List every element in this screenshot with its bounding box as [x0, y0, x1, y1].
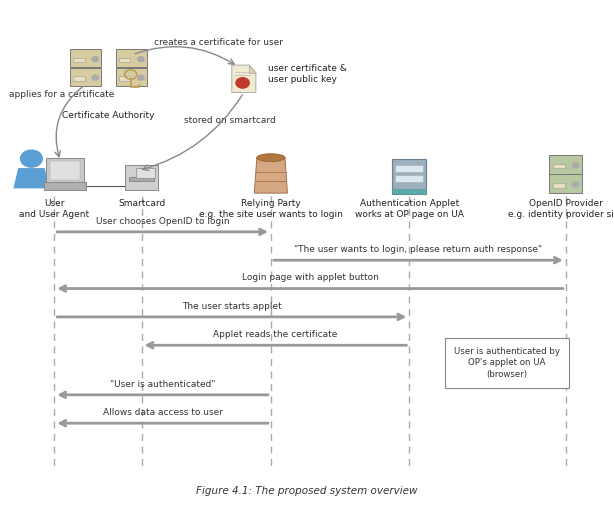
FancyBboxPatch shape: [73, 76, 85, 81]
FancyBboxPatch shape: [115, 49, 147, 68]
Text: applies for a certificate: applies for a certificate: [9, 90, 115, 100]
Text: Applet reads the certificate: Applet reads the certificate: [213, 330, 338, 339]
Circle shape: [21, 150, 42, 167]
Circle shape: [236, 78, 249, 88]
Text: stored on smartcard: stored on smartcard: [184, 116, 276, 125]
Circle shape: [572, 163, 579, 168]
FancyBboxPatch shape: [115, 68, 147, 86]
Circle shape: [572, 182, 579, 187]
FancyBboxPatch shape: [73, 57, 85, 62]
FancyBboxPatch shape: [50, 162, 80, 180]
Text: creates a certificate for user: creates a certificate for user: [154, 39, 282, 47]
Text: OpenID Provider
e.g. identity provider site: OpenID Provider e.g. identity provider s…: [508, 199, 614, 219]
FancyBboxPatch shape: [392, 158, 427, 194]
FancyBboxPatch shape: [44, 182, 86, 190]
FancyBboxPatch shape: [70, 49, 101, 68]
FancyBboxPatch shape: [119, 57, 130, 62]
FancyBboxPatch shape: [395, 166, 424, 173]
Polygon shape: [14, 168, 50, 188]
Text: User chooses OpenID to login: User chooses OpenID to login: [96, 217, 230, 226]
FancyBboxPatch shape: [553, 183, 565, 187]
Text: "The user wants to login, please return auth response": "The user wants to login, please return …: [294, 245, 542, 254]
Text: Login page with applet button: Login page with applet button: [241, 273, 378, 282]
Text: Allows data access to user: Allows data access to user: [103, 408, 223, 417]
FancyBboxPatch shape: [136, 168, 155, 177]
Text: Certificate Authority: Certificate Authority: [62, 111, 155, 120]
Text: Authentication Applet
works at OP page on UA: Authentication Applet works at OP page o…: [355, 199, 464, 219]
Text: User is authenticated by
OP's applet on UA
(browser): User is authenticated by OP's applet on …: [454, 346, 560, 379]
FancyBboxPatch shape: [553, 164, 565, 169]
Polygon shape: [254, 157, 287, 193]
FancyBboxPatch shape: [445, 338, 569, 388]
FancyBboxPatch shape: [47, 158, 84, 183]
Text: user certificate &
user public key: user certificate & user public key: [268, 64, 347, 84]
FancyBboxPatch shape: [550, 155, 582, 174]
FancyBboxPatch shape: [70, 68, 101, 86]
FancyBboxPatch shape: [392, 188, 427, 194]
Circle shape: [138, 57, 144, 61]
Polygon shape: [232, 65, 256, 92]
FancyBboxPatch shape: [130, 177, 154, 181]
FancyBboxPatch shape: [125, 165, 158, 190]
Text: Figure 4.1: The proposed system overview: Figure 4.1: The proposed system overview: [196, 487, 418, 496]
Text: User
and User Agent: User and User Agent: [19, 199, 90, 219]
Text: Relying Party
e.g. the site user wants to login: Relying Party e.g. the site user wants t…: [199, 199, 343, 219]
FancyBboxPatch shape: [550, 174, 582, 193]
Text: "User is authenticated": "User is authenticated": [110, 379, 216, 389]
Ellipse shape: [257, 154, 285, 162]
FancyBboxPatch shape: [395, 175, 424, 182]
Text: Smartcard: Smartcard: [118, 199, 165, 208]
Circle shape: [92, 57, 98, 61]
FancyBboxPatch shape: [119, 76, 130, 81]
Text: The user starts applet: The user starts applet: [182, 302, 282, 311]
Polygon shape: [249, 65, 256, 73]
Circle shape: [92, 75, 98, 80]
Circle shape: [138, 75, 144, 80]
